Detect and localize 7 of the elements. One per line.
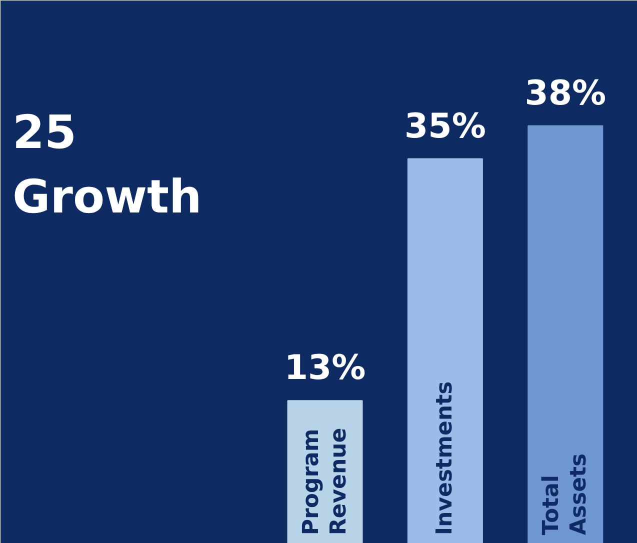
x-tick-label: Program Revenue xyxy=(298,428,352,536)
data-label: 38% xyxy=(524,73,606,114)
data-label: 13% xyxy=(284,348,366,388)
x-tick-label: Investments xyxy=(432,381,458,536)
data-label: 35% xyxy=(404,106,486,146)
x-tick-label: Total Assets xyxy=(539,453,592,536)
chart-title: 25 Growth xyxy=(12,104,202,224)
